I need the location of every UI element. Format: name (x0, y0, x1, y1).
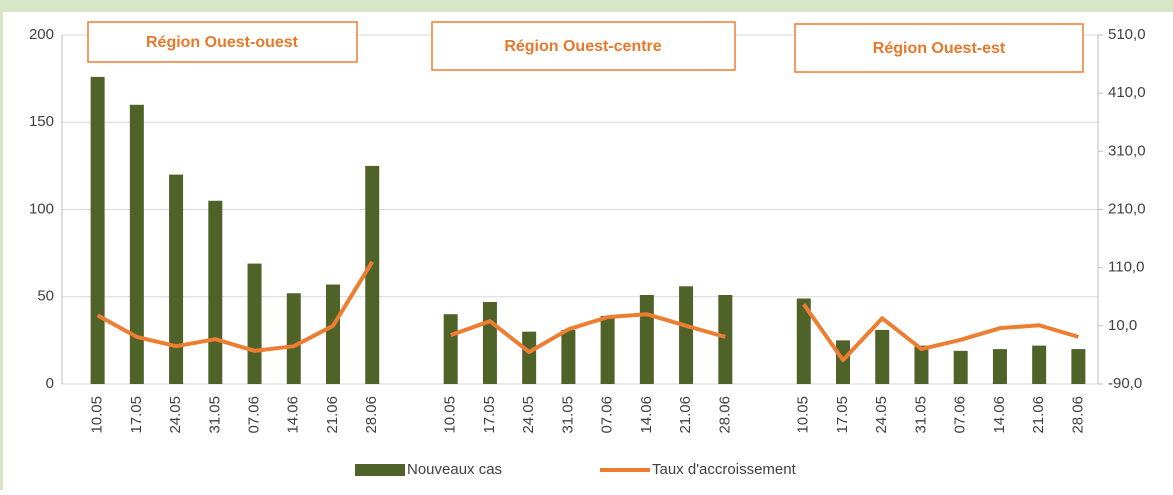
bar (836, 340, 850, 384)
x-tick-label: 14.06 (991, 396, 1008, 434)
annotation: Région Ouest-est (873, 40, 1006, 57)
x-tick-label: 31.05 (912, 396, 929, 434)
x-tick-label: 24.05 (873, 396, 890, 434)
bar (1032, 345, 1047, 384)
top-band (0, 0, 1173, 12)
x-tick-label: 07.06 (952, 396, 969, 434)
bar (129, 104, 144, 385)
x-tick-label: 21.06 (324, 396, 341, 434)
annotation-box (87, 21, 358, 63)
x-tick-label: 31.05 (206, 396, 223, 434)
x-tick-label: 24.05 (520, 396, 537, 434)
bar (169, 174, 184, 384)
bar (600, 315, 615, 384)
x-tick-label: 10.05 (795, 396, 812, 434)
bar (639, 295, 654, 384)
x-tick-label: 31.05 (559, 396, 576, 434)
bar (522, 331, 537, 384)
bar (482, 301, 497, 384)
legend-swatch (355, 464, 405, 476)
bar (286, 293, 301, 384)
x-tick-label: 28.06 (1069, 396, 1086, 434)
x-tick-label: 14.06 (638, 396, 655, 434)
bar (365, 165, 380, 384)
bar (914, 345, 929, 384)
y-tick-label: 100 (29, 200, 54, 217)
line (96, 260, 1079, 363)
x-tick-label: 14.06 (285, 396, 302, 434)
x-tick-label: 17.05 (128, 396, 145, 434)
y2-tick-label: 210,0 (1108, 200, 1146, 217)
x-tick-label: 24.05 (167, 396, 184, 434)
left-band (0, 12, 3, 490)
x-tick-label: 10.05 (442, 396, 459, 434)
y2-tick-label: 10,0 (1108, 317, 1137, 334)
x-tick-label: 21.06 (1030, 396, 1047, 434)
annotation: Région Ouest-ouest (146, 34, 299, 51)
annotation-box (431, 21, 736, 71)
x-tick-label: 10.05 (89, 396, 106, 434)
annotation-box (794, 23, 1084, 73)
bar (679, 286, 694, 384)
x-tick-label: 21.06 (677, 396, 694, 434)
annotation: Région Ouest-centre (504, 38, 661, 55)
bar (718, 295, 733, 384)
bar (326, 284, 340, 384)
bar (953, 350, 968, 384)
plot: 0 50 100 150 200 -90,0 10,0 110,0 210,0 310,0 410,… (29, 26, 1146, 478)
y-tick-label: 200 (29, 26, 54, 43)
y2-tick-label: -90,0 (1108, 375, 1142, 392)
x-tick-label: 07.06 (246, 396, 263, 434)
bar (561, 329, 576, 384)
y2-tick-label: 310,0 (1108, 142, 1146, 159)
legend-label: Nouveaux cas (407, 461, 502, 478)
bar (90, 76, 105, 384)
bar (443, 314, 458, 384)
x-tick-label: 28.06 (363, 396, 380, 434)
x-tick-label: 17.05 (481, 396, 498, 434)
bar (875, 329, 890, 384)
y2-tick-label: 410,0 (1108, 84, 1146, 101)
x-tick-label: 07.06 (599, 396, 616, 434)
legend-label: Taux d'accroissement (652, 461, 797, 478)
y-tick-label: 50 (37, 288, 54, 305)
y-tick-label: 150 (29, 113, 54, 130)
bar (208, 200, 223, 384)
bar (796, 298, 811, 384)
bar (992, 349, 1007, 384)
x-tick-label: 28.06 (716, 396, 733, 434)
y2-tick-label: 510,0 (1108, 26, 1146, 43)
y2-tick-label: 110,0 (1108, 259, 1144, 276)
bar (247, 263, 262, 384)
y-tick-label: 0 (46, 375, 54, 392)
x-tick-label: 17.05 (834, 396, 851, 434)
bar (1071, 349, 1086, 384)
